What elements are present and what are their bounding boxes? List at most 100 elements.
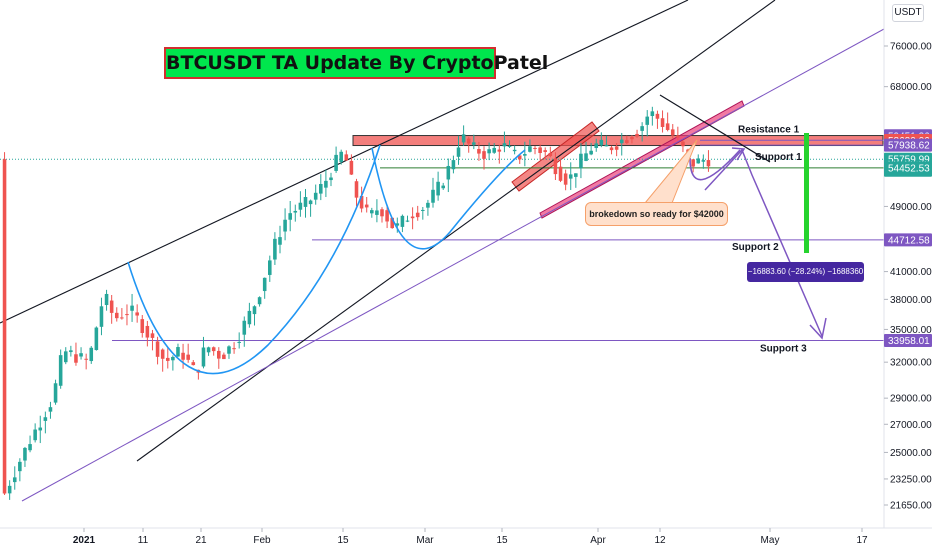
candle-body <box>18 461 22 472</box>
candle-body <box>247 310 252 325</box>
candle-body <box>415 212 420 218</box>
candle-body <box>670 129 675 136</box>
y-tick-label: 38000.00 <box>890 295 932 306</box>
candles <box>2 106 711 500</box>
candle-body <box>385 210 389 222</box>
y-tick-label: 23250.00 <box>890 474 932 485</box>
price-label: 55759.99 <box>888 155 930 166</box>
candle-body <box>278 237 282 245</box>
candle-body <box>171 356 175 361</box>
y-tick-label: 68000.00 <box>890 82 932 93</box>
candle-body <box>94 327 99 351</box>
candle-body <box>523 154 527 156</box>
candle-body <box>109 300 114 313</box>
candle-body <box>201 347 206 367</box>
candle-body <box>349 160 354 175</box>
candle-body <box>676 135 680 138</box>
candle-body <box>405 220 410 222</box>
candle-body <box>451 160 456 170</box>
candle-body <box>574 173 578 177</box>
candle-body <box>344 154 349 161</box>
candle-body <box>568 174 573 179</box>
candle-body <box>298 202 303 210</box>
candle-body <box>125 314 129 316</box>
x-tick-label: 2021 <box>73 535 96 546</box>
candle-body <box>43 417 48 421</box>
candle-body <box>426 202 430 208</box>
x-tick-label: Apr <box>590 535 606 546</box>
y-tick-label: 27000.00 <box>890 420 932 431</box>
candle-body <box>69 350 73 353</box>
candle-body <box>2 159 7 494</box>
candle-body <box>33 429 37 441</box>
candle-body <box>477 149 481 154</box>
candle-body <box>63 351 68 363</box>
candle-body <box>563 173 568 185</box>
candle-body <box>594 143 599 148</box>
candle-body <box>614 146 619 150</box>
price-label-box <box>884 138 932 152</box>
candle-body <box>482 151 486 159</box>
y-tick-label: 32000.00 <box>890 358 932 369</box>
candle-body <box>640 126 644 131</box>
candle-body <box>211 347 216 352</box>
candle-body <box>339 151 343 163</box>
candle-body <box>283 219 287 232</box>
candle-body <box>216 350 221 359</box>
target-bar <box>804 133 809 253</box>
candle-body <box>681 141 685 147</box>
support2-label: Support 2 <box>732 242 779 253</box>
x-tick-label: 11 <box>138 535 149 546</box>
y-tick-label: 25000.00 <box>890 448 932 459</box>
candle-body <box>145 325 150 338</box>
trendlines <box>0 0 885 502</box>
candle-body <box>461 134 466 143</box>
x-tick-label: 17 <box>856 535 868 546</box>
candle-body <box>507 145 512 147</box>
candle-body <box>665 123 670 130</box>
x-tick-label: 12 <box>654 535 666 546</box>
candle-body <box>104 293 109 306</box>
candle-body <box>502 143 507 147</box>
candle-body <box>619 139 624 144</box>
candle-body <box>120 317 124 319</box>
candle-body <box>324 180 328 188</box>
candle-body <box>53 383 58 403</box>
price-label: 54452.53 <box>888 163 930 174</box>
candle-body <box>12 477 17 483</box>
resistance1-label: Resistance 1 <box>738 125 800 136</box>
candle-body <box>400 215 405 227</box>
candle-body <box>441 185 445 189</box>
x-tick-label: 15 <box>496 535 508 546</box>
candle-body <box>160 349 165 359</box>
candle-body <box>354 181 359 198</box>
channel-top-line <box>0 0 689 324</box>
projection-arrowhead <box>809 317 827 340</box>
overlay-drawings: Resistance 1 Support 1 Support 2 Support 3 <box>127 125 827 375</box>
candle-body <box>227 346 231 354</box>
candle-body <box>558 166 563 181</box>
candle-body <box>242 320 247 335</box>
candle-body <box>456 147 461 157</box>
candle-body <box>375 210 379 215</box>
candle-body <box>538 147 542 153</box>
candle-body <box>319 184 323 194</box>
candle-body <box>533 147 537 149</box>
candle-body <box>89 347 94 362</box>
y-tick-label: 35000.00 <box>890 325 932 336</box>
x-tick-label: May <box>761 535 780 546</box>
currency-badge[interactable]: USDT <box>892 4 924 22</box>
candle-body <box>334 154 338 171</box>
candle-body <box>696 158 701 164</box>
candle-body <box>446 165 451 180</box>
price-label-box <box>884 161 932 175</box>
candle-body <box>114 312 119 319</box>
candle-body <box>655 113 660 119</box>
candle-body <box>472 142 476 145</box>
candle-body <box>553 158 558 175</box>
candle-body <box>313 192 318 200</box>
y-tick-label: 76000.00 <box>890 42 932 53</box>
candle-body <box>84 358 88 360</box>
